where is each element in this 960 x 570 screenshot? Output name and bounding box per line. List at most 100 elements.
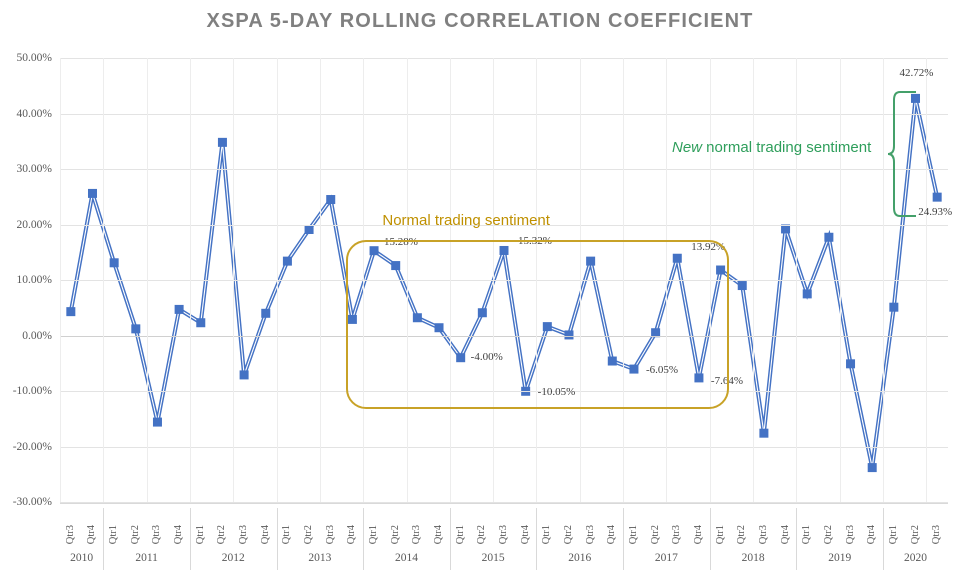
x-axis-quarter-label: Qtr3	[757, 524, 769, 544]
gridline	[60, 169, 948, 170]
data-point-marker[interactable]	[694, 373, 704, 383]
x-axis-quarter-label: Qtr2	[562, 524, 574, 544]
data-point-label: -6.05%	[645, 364, 679, 377]
x-axis-quarter-label: Qtr3	[151, 524, 163, 544]
y-axis-tick-label: 0.00%	[22, 329, 52, 342]
data-point-marker[interactable]	[867, 463, 877, 473]
x-axis-quarter-label: Qtr4	[866, 524, 878, 544]
data-point-marker[interactable]	[412, 313, 422, 323]
data-point-marker[interactable]	[586, 256, 596, 266]
data-point-marker[interactable]	[629, 364, 639, 374]
data-point-marker[interactable]	[239, 370, 249, 380]
data-point-marker[interactable]	[326, 195, 336, 205]
data-point-label: 42.72%	[899, 67, 934, 80]
data-point-marker[interactable]	[196, 318, 206, 328]
x-axis-year-separator	[276, 508, 278, 570]
data-point-marker[interactable]	[759, 428, 769, 438]
data-point-marker[interactable]	[542, 322, 552, 332]
vertical-gridline	[103, 58, 105, 502]
gridline	[60, 335, 948, 337]
x-axis-quarter-label: Qtr4	[519, 524, 531, 544]
x-axis-year-separator	[709, 508, 711, 570]
y-axis-tick-label: 30.00%	[16, 163, 52, 175]
data-point-marker[interactable]	[781, 224, 791, 234]
vertical-gridline	[579, 58, 581, 502]
x-axis-quarter-label: Qtr4	[346, 524, 358, 544]
data-point-marker[interactable]	[261, 308, 271, 318]
x-axis-year-label: 2017	[654, 552, 678, 564]
data-point-marker[interactable]	[802, 289, 812, 299]
data-point-marker[interactable]	[369, 246, 379, 256]
x-axis-quarter-label: Qtr3	[324, 524, 336, 544]
data-point-marker[interactable]	[846, 359, 856, 369]
data-point-marker[interactable]	[932, 192, 942, 202]
data-point-marker[interactable]	[737, 281, 747, 291]
x-axis-line	[60, 503, 948, 504]
x-axis-year-label: 2018	[741, 552, 765, 564]
vertical-gridline	[709, 58, 711, 502]
vertical-gridline	[839, 58, 841, 502]
y-axis-tick-label: 10.00%	[16, 274, 52, 286]
annotation-normal-box	[346, 240, 729, 410]
x-axis-quarter-label: Qtr1	[627, 524, 639, 544]
data-point-label: -4.00%	[470, 350, 503, 363]
vertical-gridline	[796, 58, 798, 502]
data-point-marker[interactable]	[391, 261, 401, 271]
data-point-marker[interactable]	[174, 304, 184, 314]
x-axis-year-label: 2016	[568, 552, 592, 564]
x-axis-quarter-label: Qtr2	[303, 524, 315, 544]
data-point-marker[interactable]	[477, 308, 487, 318]
data-point-marker[interactable]	[347, 314, 357, 324]
x-axis-year-label: 2014	[395, 552, 419, 564]
y-axis-tick-label: -10.00%	[12, 385, 52, 397]
x-axis-year-separator	[623, 508, 625, 570]
data-point-marker[interactable]	[109, 258, 119, 268]
data-point-marker[interactable]	[217, 137, 227, 147]
data-point-marker[interactable]	[672, 253, 682, 263]
y-axis-tick-label: 20.00%	[16, 218, 52, 231]
x-axis-year-label: 2012	[221, 552, 245, 564]
x-axis-year-label: 2011	[135, 552, 158, 564]
data-point-marker[interactable]	[152, 417, 162, 427]
data-point-label: 24.93%	[918, 206, 953, 219]
gridline	[60, 224, 948, 226]
gridline	[60, 58, 948, 59]
vertical-gridline	[536, 58, 538, 502]
x-axis-quarter-label: Qtr2	[389, 524, 401, 544]
x-axis-quarter-label: Qtr1	[108, 524, 120, 544]
x-axis-quarter-label: Qtr4	[779, 524, 791, 544]
x-axis-quarter-label: Qtr2	[129, 524, 141, 544]
x-axis-quarter-label: Qtr3	[498, 524, 509, 544]
vertical-gridline	[926, 58, 928, 502]
page-title: XSPA 5-DAY ROLLING CORRELATION COEFFICIE…	[206, 10, 754, 32]
data-point-marker[interactable]	[87, 188, 97, 198]
data-point-marker[interactable]	[66, 307, 76, 317]
data-point-marker[interactable]	[911, 93, 921, 103]
data-point-marker[interactable]	[434, 323, 444, 333]
x-axis-quarter-label: Qtr1	[714, 524, 726, 544]
x-axis-quarter-label: Qtr3	[64, 524, 76, 544]
data-point-marker[interactable]	[607, 356, 617, 366]
x-axis-year-separator	[536, 508, 538, 570]
annotation-normal-label: Normal trading sentiment	[382, 212, 550, 230]
data-point-marker[interactable]	[456, 353, 466, 363]
x-axis-quarter-label: Qtr2	[476, 524, 488, 544]
data-point-marker[interactable]	[564, 330, 574, 340]
data-point-marker[interactable]	[889, 302, 899, 312]
data-point-marker[interactable]	[304, 224, 314, 234]
annotation-new-rest: normal trading sentiment	[702, 139, 872, 156]
data-point-marker[interactable]	[131, 324, 141, 334]
x-axis-quarter-label: Qtr1	[801, 524, 813, 544]
vertical-gridline	[753, 58, 755, 502]
x-axis-quarter-label: Qtr3	[584, 524, 596, 544]
x-axis-quarter-label: Qtr4	[692, 524, 704, 544]
data-point-marker[interactable]	[824, 232, 834, 242]
x-axis-quarter-label: Qtr1	[281, 524, 293, 544]
data-point-marker[interactable]	[716, 265, 726, 275]
x-axis-quarter-label: Qtr2	[649, 524, 661, 544]
data-point-marker[interactable]	[282, 256, 292, 266]
data-point-marker[interactable]	[499, 245, 509, 255]
gridline	[60, 502, 948, 503]
data-point-marker[interactable]	[651, 328, 661, 338]
